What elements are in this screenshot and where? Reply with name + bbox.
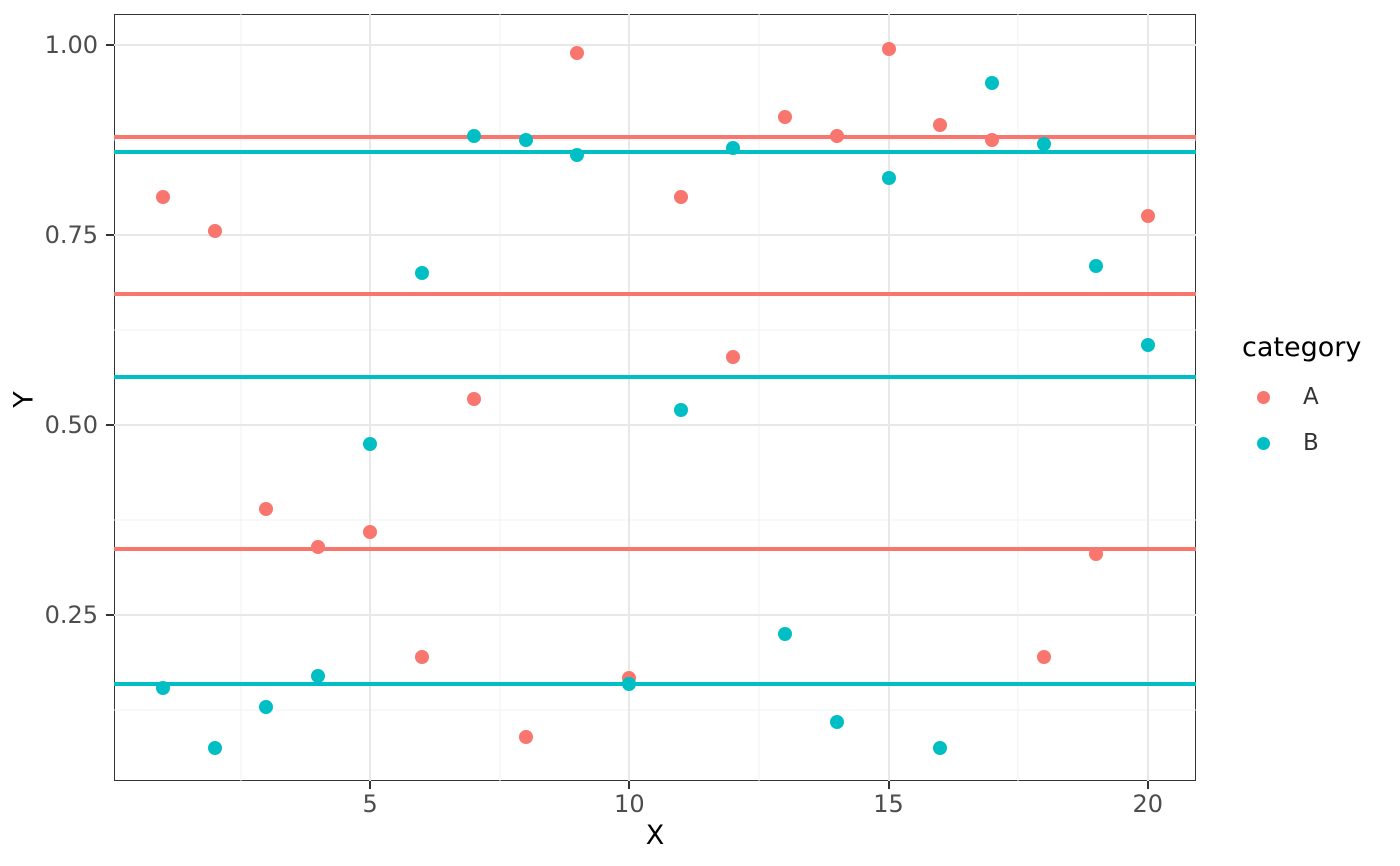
data-point-a — [829, 129, 844, 144]
gridline-major-y — [114, 44, 1196, 47]
reference-line-b — [114, 681, 1196, 686]
data-point-b — [311, 669, 326, 684]
reference-line-a — [114, 292, 1196, 297]
legend-item-a: A — [1242, 374, 1392, 420]
data-point-b — [207, 741, 222, 756]
y-tick-label: 1.00 — [44, 31, 98, 60]
gridline-minor-y — [114, 709, 1196, 711]
legend-item-label: B — [1303, 430, 1319, 456]
data-point-a — [933, 117, 948, 132]
data-point-a — [518, 729, 533, 744]
x-tick-label: 20 — [1132, 790, 1164, 818]
data-point-b — [933, 741, 948, 756]
gridline-major-y — [114, 424, 1196, 427]
data-point-a — [1037, 650, 1052, 665]
y-tick-mark — [106, 424, 114, 427]
legend-key-dot-a — [1257, 390, 1270, 404]
y-tick-label: 0.25 — [44, 601, 98, 630]
gridline-minor-x — [758, 14, 760, 781]
data-point-b — [155, 680, 170, 695]
data-point-b — [1140, 338, 1155, 353]
y-tick-mark — [106, 234, 114, 237]
gridline-minor-y — [114, 519, 1196, 521]
legend-item-label: A — [1303, 384, 1319, 410]
data-point-b — [985, 76, 1000, 91]
legend-key-dot-b — [1257, 436, 1270, 450]
data-point-a — [1088, 547, 1103, 562]
y-axis-title: Y — [8, 391, 40, 408]
data-point-b — [363, 437, 378, 452]
x-tick-label: 5 — [362, 790, 378, 818]
y-tick-label: 0.75 — [44, 221, 98, 250]
reference-line-b — [114, 375, 1196, 380]
data-point-b — [726, 140, 741, 155]
y-tick-mark — [106, 44, 114, 47]
gridline-major-x — [1146, 14, 1149, 781]
plot-panel — [114, 14, 1196, 781]
y-tick-label: 0.50 — [44, 411, 98, 440]
data-point-a — [466, 391, 481, 406]
x-tick-mark — [369, 781, 372, 789]
data-point-a — [570, 45, 585, 60]
data-point-a — [881, 41, 896, 56]
gridline-minor-y — [114, 139, 1196, 141]
gridline-minor-y — [114, 329, 1196, 331]
data-point-a — [259, 501, 274, 516]
gridline-major-y — [114, 234, 1196, 237]
data-point-a — [1140, 209, 1155, 224]
data-point-a — [207, 224, 222, 239]
data-point-b — [777, 627, 792, 642]
reference-line-a — [114, 135, 1196, 140]
data-point-b — [414, 266, 429, 281]
data-point-b — [674, 403, 689, 418]
gridline-major-y — [114, 614, 1196, 617]
legend-item-b: B — [1242, 420, 1392, 466]
data-point-a — [311, 539, 326, 554]
data-point-b — [1088, 258, 1103, 273]
data-point-b — [1037, 136, 1052, 151]
legend-title: category — [1242, 332, 1362, 363]
gridline-major-x — [628, 14, 631, 781]
data-point-a — [985, 133, 1000, 148]
gridline-major-x — [369, 14, 372, 781]
x-tick-mark — [1146, 781, 1149, 789]
x-tick-label: 15 — [873, 790, 904, 818]
data-point-b — [518, 133, 533, 148]
data-point-a — [363, 524, 378, 539]
data-point-b — [829, 714, 844, 729]
data-point-a — [155, 190, 170, 205]
data-point-a — [674, 190, 689, 205]
data-point-a — [414, 650, 429, 665]
reference-line-b — [114, 149, 1196, 154]
data-point-b — [570, 148, 585, 163]
data-point-b — [259, 699, 274, 714]
gridline-minor-x — [499, 14, 501, 781]
x-tick-label: 10 — [614, 790, 645, 818]
data-point-a — [777, 110, 792, 125]
data-point-b — [881, 171, 896, 186]
y-tick-mark — [106, 614, 114, 617]
gridline-minor-x — [1017, 14, 1019, 781]
data-point-b — [466, 129, 481, 144]
gridline-major-x — [887, 14, 890, 781]
x-tick-mark — [628, 781, 631, 789]
gridline-minor-x — [240, 14, 241, 781]
reference-line-a — [114, 547, 1196, 552]
data-point-b — [622, 676, 637, 691]
data-point-a — [726, 349, 741, 364]
x-tick-mark — [887, 781, 890, 789]
x-axis-title: X — [645, 820, 665, 851]
